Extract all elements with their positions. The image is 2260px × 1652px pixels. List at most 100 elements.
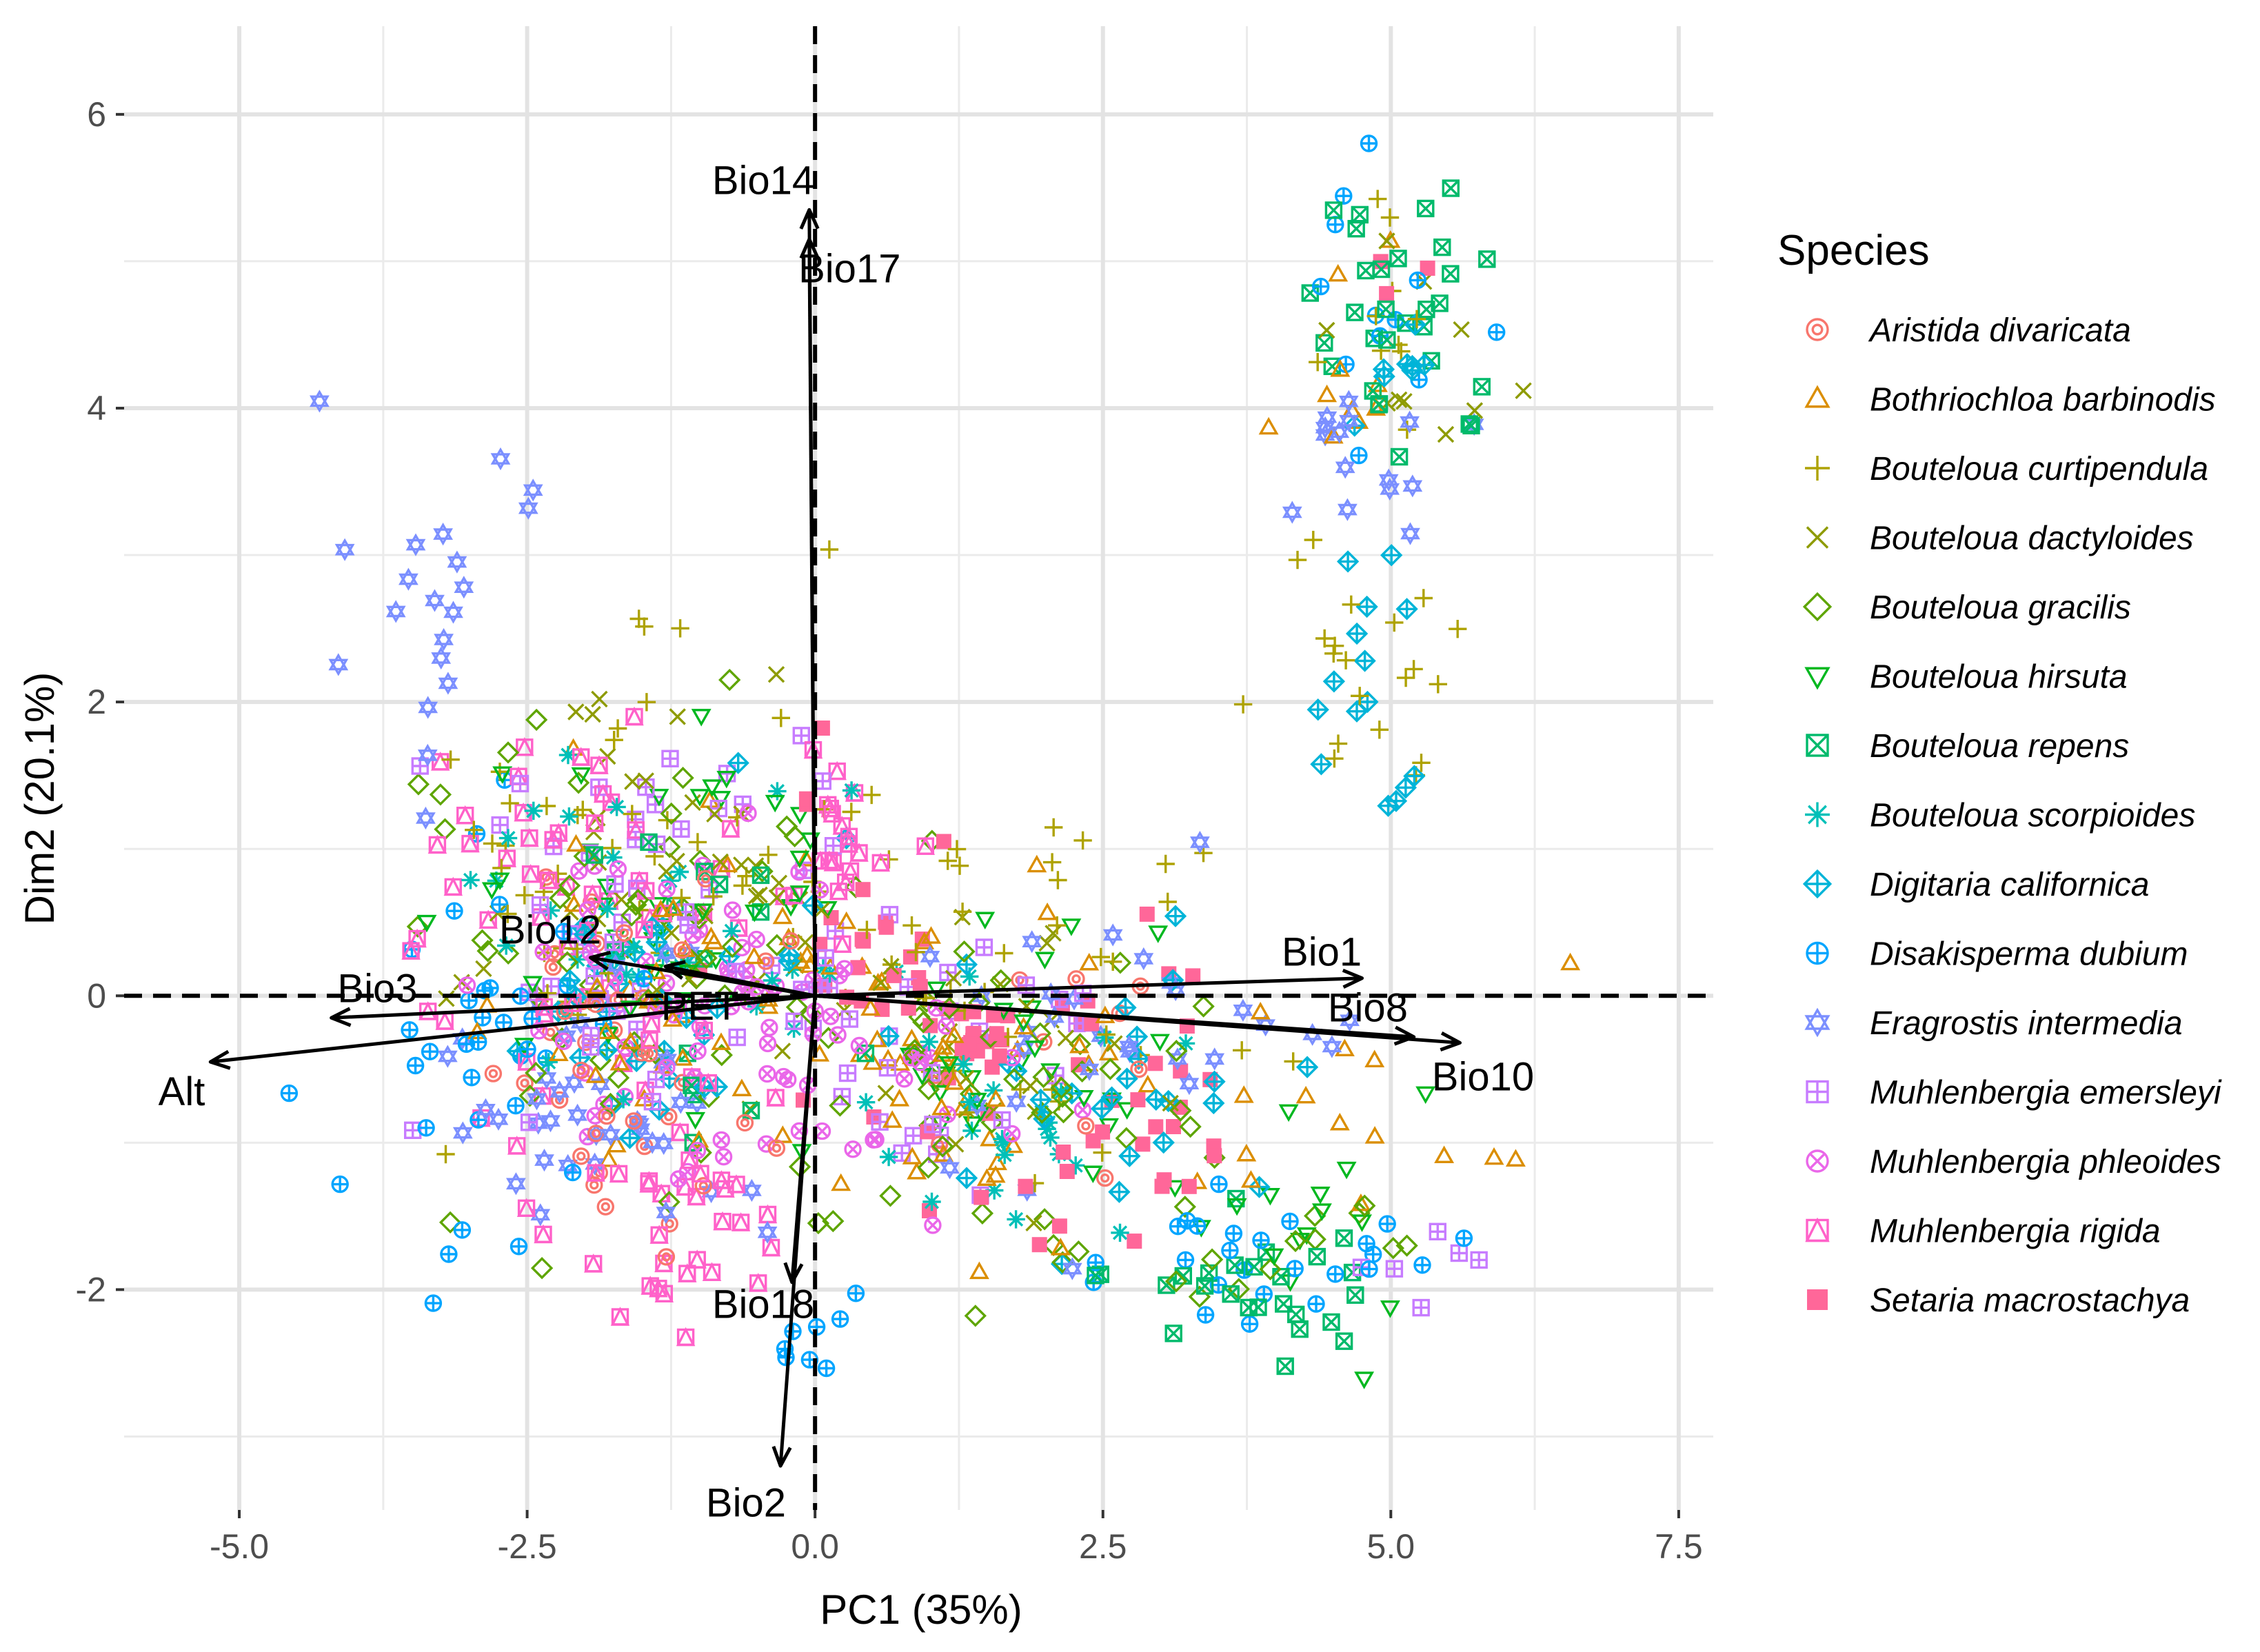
data-point [1200, 1248, 1224, 1271]
data-point [814, 959, 833, 978]
data-point [944, 1025, 965, 1043]
data-point [583, 1253, 603, 1273]
data-point [608, 719, 627, 738]
data-point [1420, 261, 1435, 276]
data-point [1336, 651, 1355, 669]
data-point [1067, 1240, 1090, 1263]
data-point [558, 745, 578, 765]
data-point [614, 1090, 633, 1109]
data-point [728, 1028, 746, 1047]
data-point [507, 1136, 527, 1155]
legend-key-asterisk-icon [1805, 802, 1830, 827]
data-point [995, 1145, 1014, 1165]
data-point [789, 850, 810, 869]
data-point [1326, 1265, 1344, 1283]
data-point [993, 1129, 1011, 1149]
data-point [1295, 1085, 1316, 1104]
loading-arrow-bio3 [330, 994, 816, 1027]
legend-label: Muhlenbergia emersleyi [1870, 1075, 2222, 1111]
data-point [443, 876, 463, 896]
data-point [635, 969, 653, 988]
data-point [940, 1156, 960, 1180]
data-point [525, 708, 548, 732]
data-point [1034, 951, 1055, 970]
data-point [986, 1007, 1002, 1023]
data-point [1487, 323, 1506, 341]
legend-item: Digitaria californica [1802, 867, 2150, 903]
data-point [1284, 1229, 1307, 1253]
data-point [574, 800, 592, 819]
data-point [571, 747, 591, 766]
data-point [1325, 636, 1344, 655]
data-point [765, 794, 785, 813]
data-point [767, 1139, 786, 1157]
data-point [564, 1163, 582, 1182]
y-tick-label: 4 [87, 389, 106, 427]
data-point [945, 969, 962, 987]
data-point [1029, 1088, 1052, 1111]
data-point [1258, 416, 1279, 435]
data-point [699, 790, 720, 808]
legend-label: Bouteloua hirsuta [1870, 659, 2128, 696]
data-point [501, 794, 519, 813]
data-point [636, 880, 656, 900]
data-point [618, 1127, 641, 1149]
data-point [1431, 294, 1449, 312]
data-point [1047, 916, 1067, 935]
axes: PC1 (35%) Dim2 (20.1%) -5.0 -2.5 0.0 2.5 5.0… [17, 95, 1703, 1633]
data-point [831, 1173, 851, 1191]
data-point [1395, 598, 1418, 621]
data-point [1130, 1060, 1148, 1078]
legend: Species Aristida divaricata Bothriochloa … [1777, 227, 2222, 1319]
legend-label: Bothriochloa barbinodis [1870, 382, 2216, 419]
data-point [1409, 271, 1427, 290]
data-point [984, 1081, 1003, 1100]
data-point [627, 888, 649, 911]
data-point [1158, 892, 1177, 911]
data-point [663, 1009, 683, 1027]
legend-item: Bouteloua hirsuta [1804, 659, 2128, 696]
data-point [1323, 425, 1344, 444]
data-point [1450, 1244, 1469, 1262]
data-point [1227, 1198, 1247, 1216]
data-point [836, 911, 857, 929]
data-point [1192, 995, 1215, 1018]
data-point [1455, 1229, 1473, 1247]
data-point [1357, 261, 1375, 280]
data-point [758, 1034, 777, 1053]
loading-arrow-bio1 [815, 969, 1364, 998]
data-point [1050, 1238, 1071, 1256]
x-tick-label: 0.0 [791, 1527, 839, 1566]
data-point [438, 672, 458, 695]
data-point [960, 967, 979, 986]
data-point [842, 781, 861, 800]
data-point [831, 1310, 849, 1328]
data-point [747, 930, 765, 949]
data-point [484, 1065, 503, 1082]
data-point [959, 1103, 978, 1122]
data-point [953, 940, 976, 963]
data-point [544, 958, 562, 976]
data-point [1378, 468, 1399, 492]
data-point [1282, 501, 1302, 524]
data-point [572, 1147, 590, 1165]
data-point [1007, 1039, 1028, 1058]
data-point [989, 1026, 1005, 1042]
data-point [589, 755, 609, 774]
data-point [761, 1237, 781, 1257]
data-point [969, 1261, 989, 1280]
data-point [541, 1109, 561, 1133]
data-point [1079, 1058, 1100, 1081]
data-point [280, 1084, 299, 1102]
data-point [310, 390, 330, 413]
data-point [742, 1178, 762, 1202]
data-point [784, 1322, 802, 1340]
data-point [1147, 1056, 1163, 1071]
data-point [441, 750, 460, 769]
data-point [1190, 831, 1210, 854]
data-point [542, 977, 561, 996]
data-point [625, 1112, 643, 1130]
data-point [1281, 1212, 1299, 1231]
data-point [1148, 925, 1169, 943]
data-point [1093, 1143, 1111, 1162]
